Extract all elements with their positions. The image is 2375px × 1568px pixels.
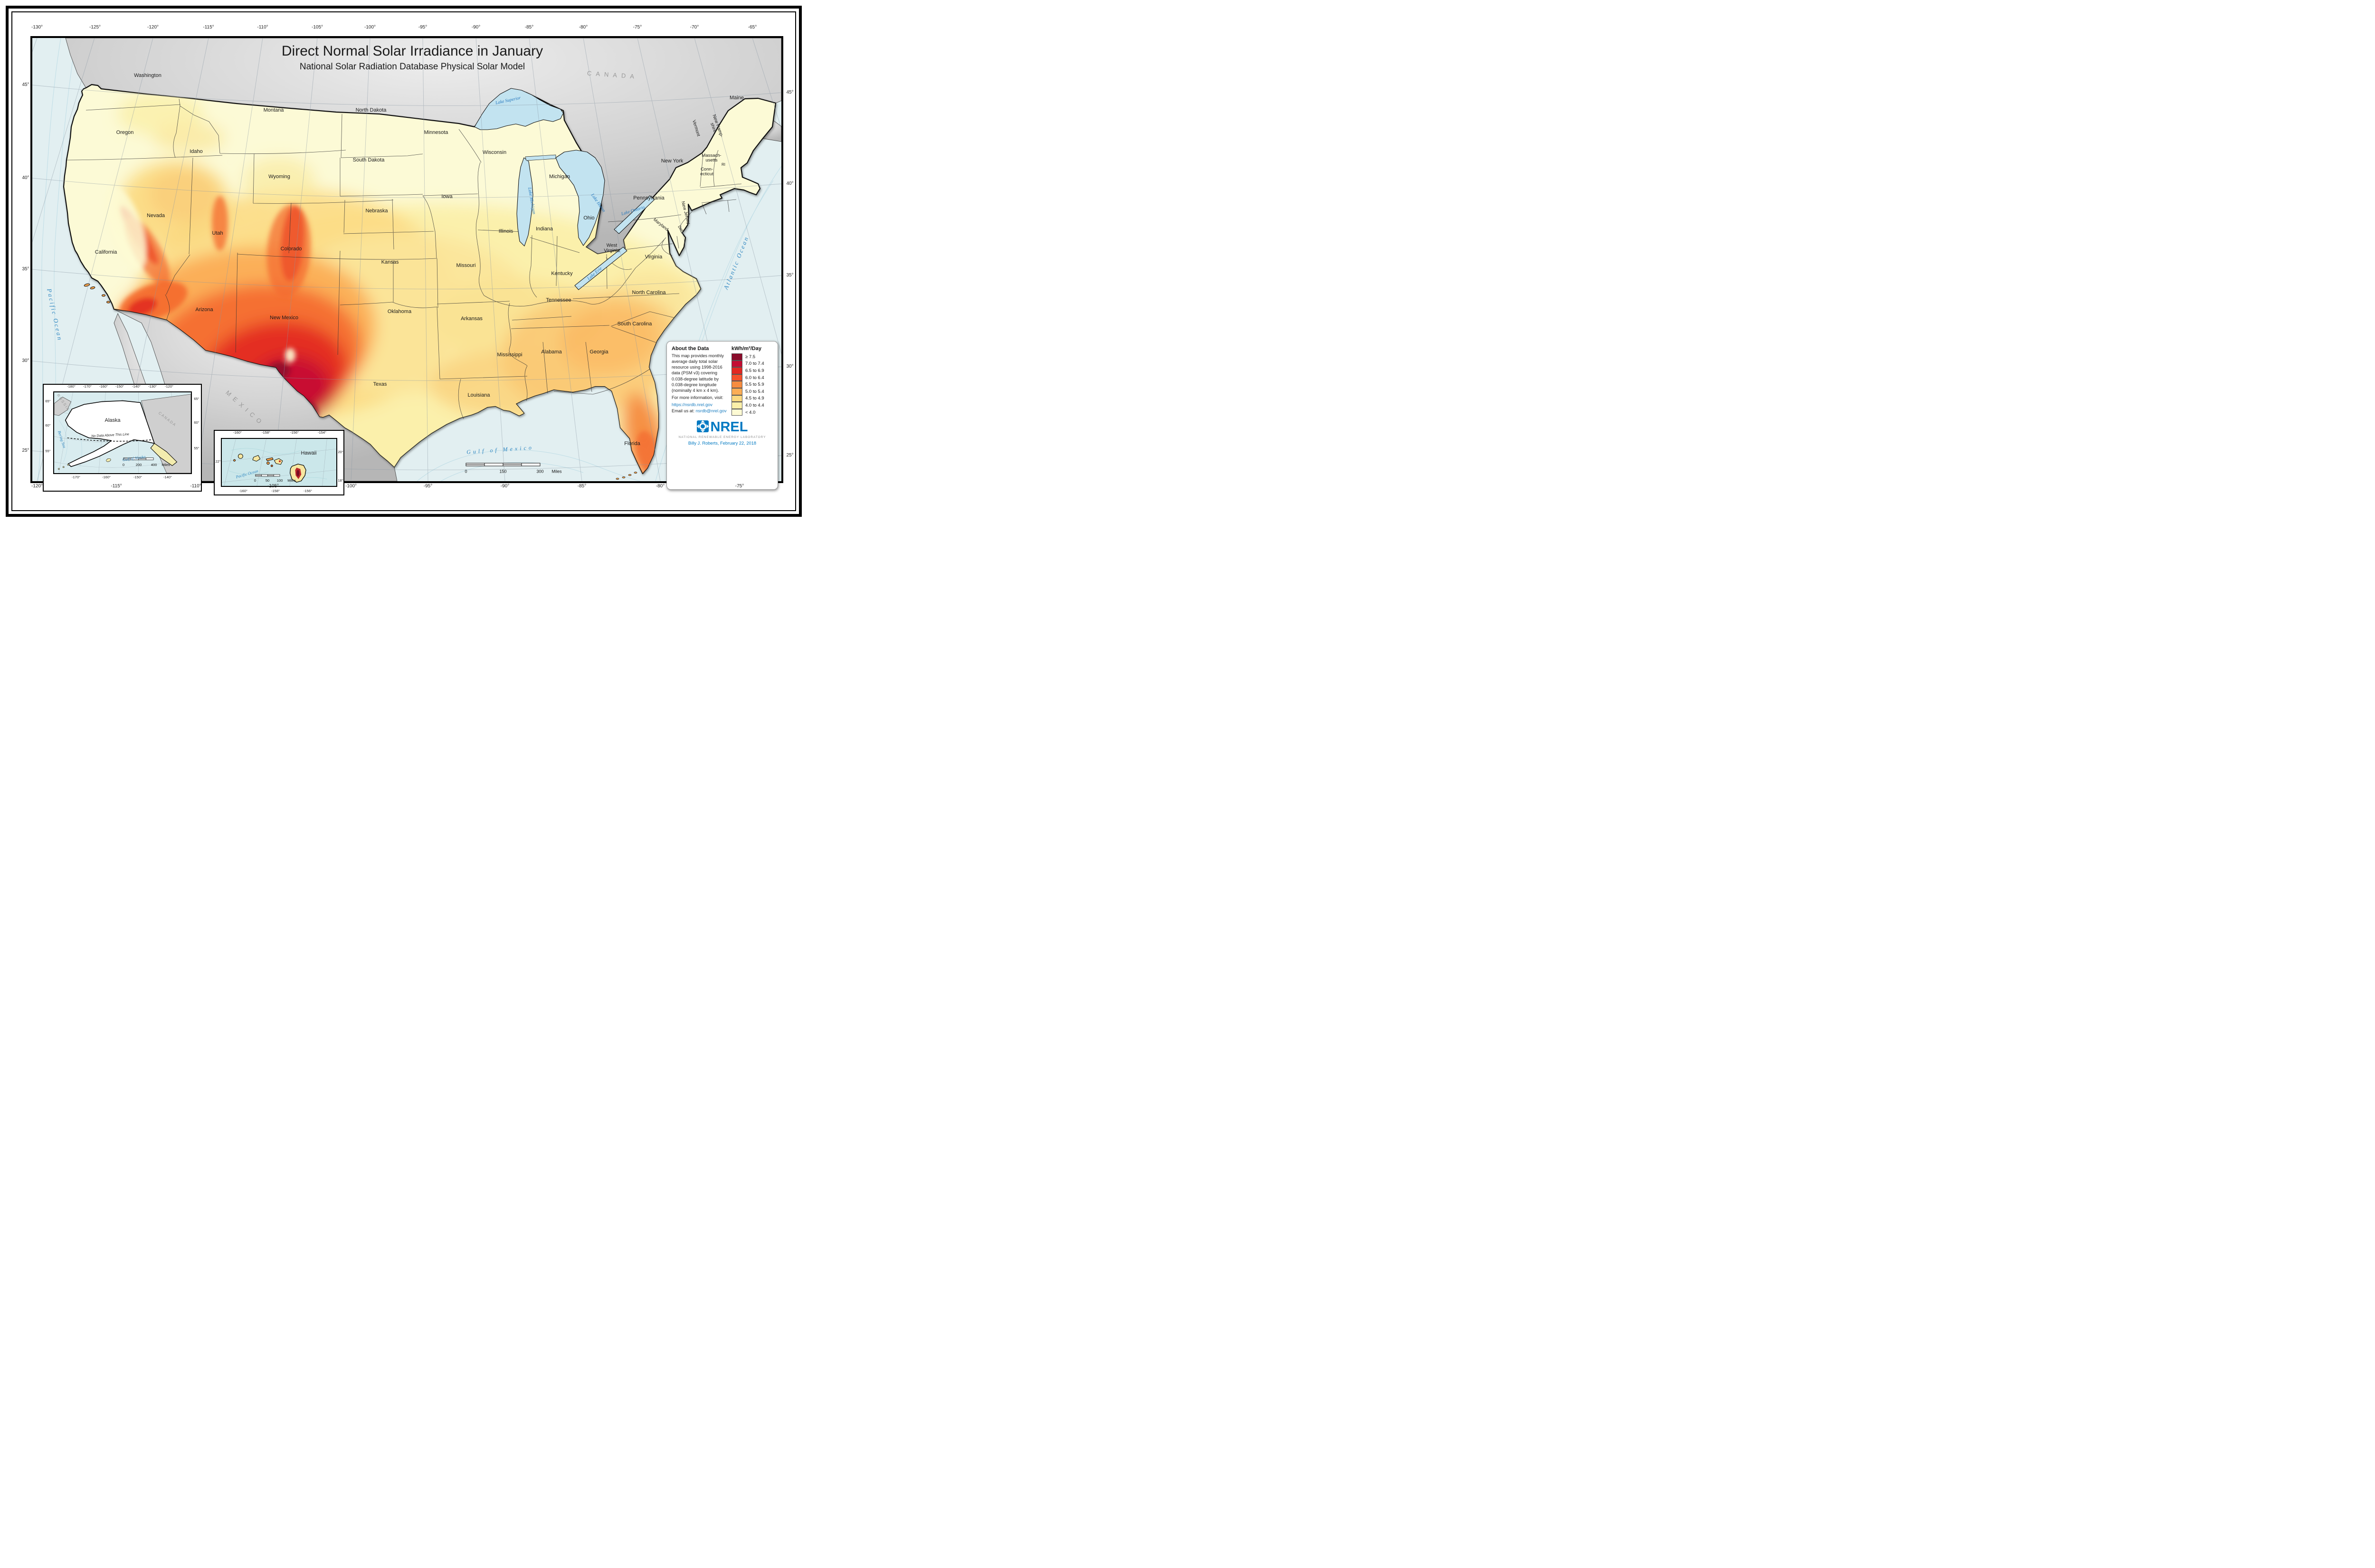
tick-40: 40° [22, 175, 29, 181]
tick-35: 35° [22, 266, 29, 272]
russia-landmass [54, 397, 72, 416]
map-subtitle: National Solar Radiation Database Physic… [299, 62, 525, 72]
email-label: Email us at: [672, 408, 696, 413]
tick-95: -95° [418, 24, 428, 30]
nrel-logo-block: NREL NATIONAL RENEWABLE ENERGY LABORATOR… [672, 419, 773, 446]
alaska-no-data-line [67, 437, 153, 442]
lake-ontario-shape [614, 195, 655, 234]
legend-swatch [732, 381, 742, 388]
lake-huron-shape [555, 150, 605, 246]
channel-islands [84, 283, 110, 304]
aleutian-islands [58, 458, 111, 470]
main-scale-bar [466, 463, 541, 466]
legend-title: kWh/m²/Day [732, 346, 761, 352]
legend-label: ≥ 7.5 [745, 354, 756, 360]
legend-entry: 4.0 to 4.4 [732, 402, 773, 409]
legend-entry: 4.5 to 4.9 [732, 395, 773, 402]
hawaii-inset-map[interactable] [221, 438, 337, 487]
about-heading: About the Data [672, 346, 709, 352]
legend-swatch [732, 395, 742, 402]
nrel-logo-icon [696, 420, 709, 435]
tick-115: -115° [203, 24, 214, 30]
lake-michigan-shape [516, 157, 533, 247]
legend-swatch [732, 374, 742, 381]
legend-swatch [732, 360, 742, 368]
tick-45: 45° [22, 82, 29, 87]
about-body: This map provides monthly average daily … [672, 353, 724, 393]
legend-entry: 7.0 to 7.4 [732, 360, 773, 368]
tick-100: -100° [345, 483, 357, 489]
legend-swatch [732, 388, 742, 395]
tick-120: -120° [147, 24, 159, 30]
map-title: Direct Normal Solar Irradiance in Januar… [281, 43, 543, 59]
poster: Direct Normal Solar Irradiance in Januar… [0, 0, 808, 523]
tick-65: -65° [748, 24, 757, 30]
alaska-landmass [65, 400, 155, 467]
tick-85: -85° [577, 483, 587, 489]
map-credit: Billy J. Roberts, February 22, 2018 [688, 441, 757, 446]
florida-keys [616, 472, 637, 480]
legend-swatch [732, 367, 742, 374]
hawaii-scale-bar [255, 474, 280, 477]
legend-label: < 4.0 [745, 409, 756, 415]
nrel-wordmark: NREL [710, 419, 748, 435]
tick-75: -75° [633, 24, 642, 30]
graticule [32, 38, 781, 481]
legend-entry: 6.0 to 6.4 [732, 374, 773, 381]
tick-30: 30° [22, 358, 29, 363]
tick-80: -80° [656, 483, 665, 489]
legend-label: 4.5 to 4.9 [745, 396, 764, 401]
tick-30: 30° [786, 363, 794, 369]
lake-superior-shape [474, 88, 564, 130]
alaska-panhandle [150, 443, 178, 466]
legend-label: 6.0 to 6.4 [745, 375, 764, 380]
tick-90: -90° [471, 24, 481, 30]
legend-entries: ≥ 7.5 7.0 to 7.4 6.5 to 6.9 6.0 to 6.4 5.5 t… [732, 353, 773, 416]
legend-label: 6.5 to 6.9 [745, 368, 764, 373]
about-more: For more information, visit: [672, 395, 723, 400]
tick-105: -105° [311, 24, 323, 30]
legend-entry: 6.5 to 6.9 [732, 367, 773, 374]
nsrdb-url-link[interactable]: https://nsrdb.nrel.gov [672, 402, 712, 407]
tick-100: -100° [364, 24, 376, 30]
tick-90: -90° [500, 483, 510, 489]
legend-swatch [732, 402, 742, 409]
tick-85: -85° [524, 24, 534, 30]
legend-label: 7.0 to 7.4 [745, 361, 764, 367]
tick-130: -130° [31, 24, 43, 30]
tick-80: -80° [579, 24, 588, 30]
tick-25: 25° [786, 452, 794, 458]
legend-box: About the Data This map provides monthly… [666, 341, 778, 490]
tick-110: -110° [257, 24, 268, 30]
lake-erie-shape [574, 247, 627, 290]
tick-120: -120° [31, 483, 43, 489]
email-link[interactable]: nsrdb@nrel.gov [695, 408, 727, 413]
nrel-tagline: NATIONAL RENEWABLE ENERGY LABORATORY [678, 436, 766, 439]
tick-35: 35° [786, 272, 794, 278]
legend-label: 4.0 to 4.4 [745, 402, 764, 408]
legend-swatch [732, 409, 742, 416]
legend-label: 5.0 to 5.4 [745, 389, 764, 394]
tick-40: 40° [786, 181, 794, 186]
tick-25: 25° [22, 447, 29, 453]
tick-125: -125° [89, 24, 101, 30]
legend-entry: 5.5 to 5.9 [732, 381, 773, 388]
hawaiian-islands [233, 454, 306, 483]
legend-swatch [732, 353, 742, 361]
alaska-inset-map[interactable] [53, 391, 192, 474]
legend-label: 5.5 to 5.9 [745, 382, 764, 388]
legend-entry: < 4.0 [732, 409, 773, 416]
lakes-strait [525, 154, 556, 161]
legend-entry: ≥ 7.5 [732, 353, 773, 361]
tick-45: 45° [786, 89, 794, 95]
tick-95: -95° [423, 483, 433, 489]
legend-entry: 5.0 to 5.4 [732, 388, 773, 395]
alaska-scale-bar [123, 457, 154, 460]
tick-70: -70° [690, 24, 699, 30]
